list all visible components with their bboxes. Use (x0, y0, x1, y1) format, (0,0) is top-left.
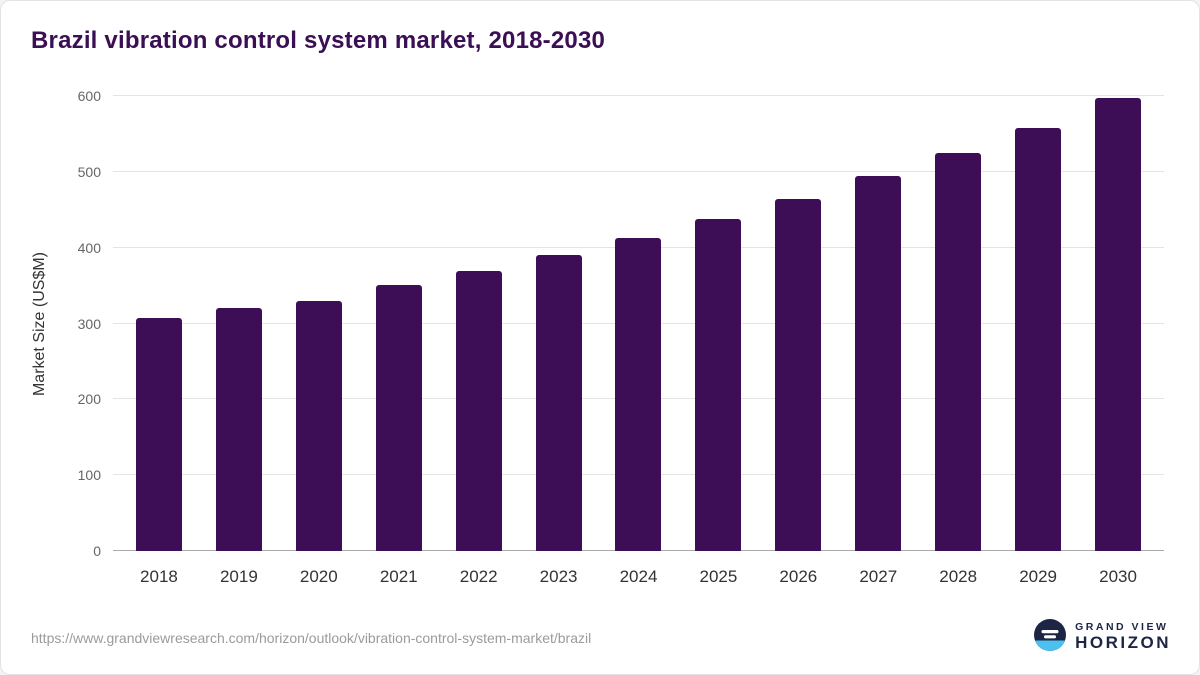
bar-cell (918, 96, 998, 551)
x-tick-label: 2028 (939, 566, 978, 586)
y-axis-title: Market Size (US$M) (31, 251, 48, 396)
y-tick-label: 600 (77, 88, 101, 104)
bar-cell (199, 96, 279, 551)
bar-cell (359, 96, 439, 551)
x-tick-label: 2020 (299, 566, 338, 586)
x-tick-label: 2025 (699, 566, 738, 586)
bar-2019 (215, 307, 262, 551)
x-tick-label: 2029 (1019, 566, 1058, 586)
bar-cell (838, 96, 918, 551)
bar-2025 (695, 218, 742, 551)
x-tick-label: 2022 (459, 566, 498, 586)
gridline (113, 95, 1164, 96)
bar-cell (998, 96, 1078, 551)
bar-cell (758, 96, 838, 551)
footer-source-url: https://www.grandviewresearch.com/horizo… (31, 629, 592, 646)
logo-text: GRAND VIEW HORIZON (1075, 622, 1171, 652)
x-axis: 2018 2019 2020 2021 2022 2023 2024 2025 2026 2027… (113, 551, 1164, 596)
bar-2024 (615, 237, 662, 551)
x-tick-label: 2030 (1099, 566, 1137, 586)
bar-2028 (935, 152, 982, 551)
y-axis-title-wrap: Market Size (US$M) (23, 96, 57, 551)
bar-2029 (1015, 127, 1062, 551)
plot-area (113, 95, 1164, 551)
gridline (113, 170, 1164, 172)
y-tick-label: 200 (77, 391, 101, 408)
bar-2018 (135, 318, 182, 551)
bar-cell (119, 96, 199, 551)
bar-2020 (295, 300, 342, 551)
horizon-circle-icon (1034, 619, 1067, 656)
x-tick-label: 2021 (379, 566, 418, 586)
bar-2022 (455, 271, 502, 551)
y-axis: 0 100 200 300 400 500 600 (57, 88, 113, 559)
x-tick-label: 2024 (619, 566, 658, 586)
y-tick-label: 0 (93, 543, 101, 559)
bar-cell (1078, 96, 1158, 551)
grand-view-horizon-logo: GRAND VIEW HORIZON (1034, 619, 1171, 656)
x-tick-label: 2023 (539, 566, 578, 586)
y-tick-label: 400 (77, 239, 101, 256)
bar-2021 (375, 284, 422, 551)
bar-chart: Market Size (US$M) 0 100 200 300 400 500 600 2… (23, 88, 1164, 596)
bars (113, 96, 1164, 551)
x-tick-label: 2019 (219, 566, 258, 586)
bar-cell (678, 96, 758, 551)
bar-2023 (535, 255, 582, 551)
y-tick-label: 300 (77, 315, 101, 332)
bar-cell (599, 96, 679, 551)
y-tick-label: 100 (77, 467, 101, 484)
bar-cell (519, 96, 599, 551)
bar-2026 (775, 199, 822, 551)
bar-cell (279, 96, 359, 551)
bar-cell (439, 96, 519, 551)
page-title: Brazil vibration control system market, … (31, 27, 606, 54)
x-tick-label: 2026 (779, 566, 818, 586)
y-tick-label: 500 (77, 163, 101, 180)
bar-2030 (1095, 98, 1142, 551)
x-tick-label: 2027 (859, 566, 898, 586)
bar-2027 (855, 176, 902, 551)
logo-line2: HORIZON (1075, 632, 1171, 652)
logo-line1: GRAND VIEW (1075, 621, 1169, 634)
x-tick-label: 2018 (140, 566, 178, 586)
footer: https://www.grandviewresearch.com/horizo… (31, 619, 1171, 656)
